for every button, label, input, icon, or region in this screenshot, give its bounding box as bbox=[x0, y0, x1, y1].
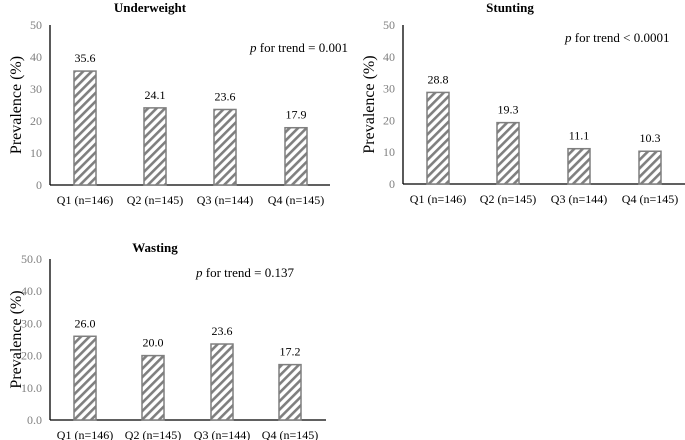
y-tick-label: 0 bbox=[36, 178, 42, 192]
x-tick-label: Q3 (n=144) bbox=[194, 428, 250, 440]
y-tick-label: 30.0 bbox=[21, 316, 42, 330]
y-tick-label: 10.0 bbox=[21, 381, 42, 395]
y-tick-label: 20 bbox=[383, 113, 395, 127]
chart-wasting: Wasting 0.0 10.0 20.0 30.0 40.0 50.0 Prevalence… bbox=[8, 240, 326, 440]
y-tick-label: 10 bbox=[30, 146, 42, 160]
p-trend-text: for trend = 0.001 bbox=[257, 40, 348, 55]
data-label: 35.6 bbox=[75, 51, 96, 65]
bar bbox=[141, 354, 165, 421]
bar bbox=[73, 70, 97, 186]
data-label: 23.6 bbox=[215, 89, 236, 103]
bar bbox=[284, 126, 308, 186]
data-label: 28.8 bbox=[428, 72, 449, 86]
y-tick-label: 0.0 bbox=[27, 413, 42, 427]
data-label: 11.1 bbox=[569, 129, 590, 143]
bar bbox=[143, 107, 167, 186]
p-symbol: p bbox=[195, 265, 203, 280]
chart-underweight: Underweight 0 10 20 30 40 50 Prevalence (%) 35.6… bbox=[8, 0, 348, 207]
y-tick-label: 20 bbox=[30, 114, 42, 128]
y-axis-label: Prevalence (%) bbox=[361, 55, 378, 153]
x-tick-label: Q1 (n=146) bbox=[410, 192, 466, 206]
data-label: 24.1 bbox=[145, 88, 166, 102]
x-tick-label: Q3 (n=144) bbox=[197, 193, 253, 207]
x-tick-label: Q4 (n=145) bbox=[262, 428, 318, 440]
y-tick-label: 30 bbox=[30, 82, 42, 96]
data-label: 26.0 bbox=[75, 316, 96, 330]
bar bbox=[73, 335, 97, 421]
p-trend-text: for trend < 0.0001 bbox=[572, 30, 670, 45]
x-tick-label: Q2 (n=145) bbox=[125, 428, 181, 440]
data-label: 17.2 bbox=[280, 345, 301, 359]
y-axis-label: Prevalence (%) bbox=[8, 56, 25, 154]
bar bbox=[278, 363, 302, 421]
chart-title: Underweight bbox=[114, 0, 187, 15]
bar bbox=[638, 150, 662, 185]
bar bbox=[213, 108, 237, 186]
x-tick-label: Q2 (n=145) bbox=[127, 193, 183, 207]
y-tick-label: 50 bbox=[383, 18, 395, 32]
x-tick-label: Q2 (n=145) bbox=[480, 192, 536, 206]
y-tick-label: 50 bbox=[30, 18, 42, 32]
data-label: 19.3 bbox=[498, 103, 519, 117]
x-tick-label: Q4 (n=145) bbox=[268, 193, 324, 207]
bar bbox=[567, 147, 591, 185]
p-trend-text: for trend = 0.137 bbox=[203, 265, 295, 280]
chart-title: Wasting bbox=[132, 240, 178, 255]
bar bbox=[426, 91, 450, 185]
chart-stunting: Stunting 0 10 20 30 40 50 Prevalence (%) 28.8 Q1 … bbox=[361, 0, 685, 206]
y-tick-label: 50.0 bbox=[21, 252, 42, 266]
p-symbol: p bbox=[564, 30, 572, 45]
p-trend-annotation: p for trend = 0.137 bbox=[195, 265, 294, 280]
p-trend-annotation: p for trend = 0.001 bbox=[249, 40, 348, 55]
p-trend-annotation: p for trend < 0.0001 bbox=[564, 30, 669, 45]
y-tick-label: 10 bbox=[383, 145, 395, 159]
y-tick-label: 40 bbox=[383, 50, 395, 64]
p-symbol: p bbox=[249, 40, 257, 55]
bar bbox=[210, 343, 234, 421]
chart-title: Stunting bbox=[486, 0, 534, 15]
y-tick-label: 30 bbox=[383, 82, 395, 96]
x-tick-label: Q4 (n=145) bbox=[622, 192, 678, 206]
x-tick-label: Q1 (n=146) bbox=[57, 428, 113, 440]
y-axis-label: Prevalence (%) bbox=[8, 290, 25, 388]
data-label: 20.0 bbox=[143, 336, 164, 350]
y-tick-label: 0 bbox=[389, 177, 395, 191]
data-label: 10.3 bbox=[640, 131, 661, 145]
y-tick-label: 20.0 bbox=[21, 349, 42, 363]
data-label: 17.9 bbox=[286, 108, 307, 122]
x-tick-label: Q1 (n=146) bbox=[57, 193, 113, 207]
data-label: 23.6 bbox=[212, 324, 233, 338]
bar bbox=[496, 121, 520, 185]
x-tick-label: Q3 (n=144) bbox=[551, 192, 607, 206]
y-tick-label: 40.0 bbox=[21, 284, 42, 298]
y-tick-label: 40 bbox=[30, 50, 42, 64]
